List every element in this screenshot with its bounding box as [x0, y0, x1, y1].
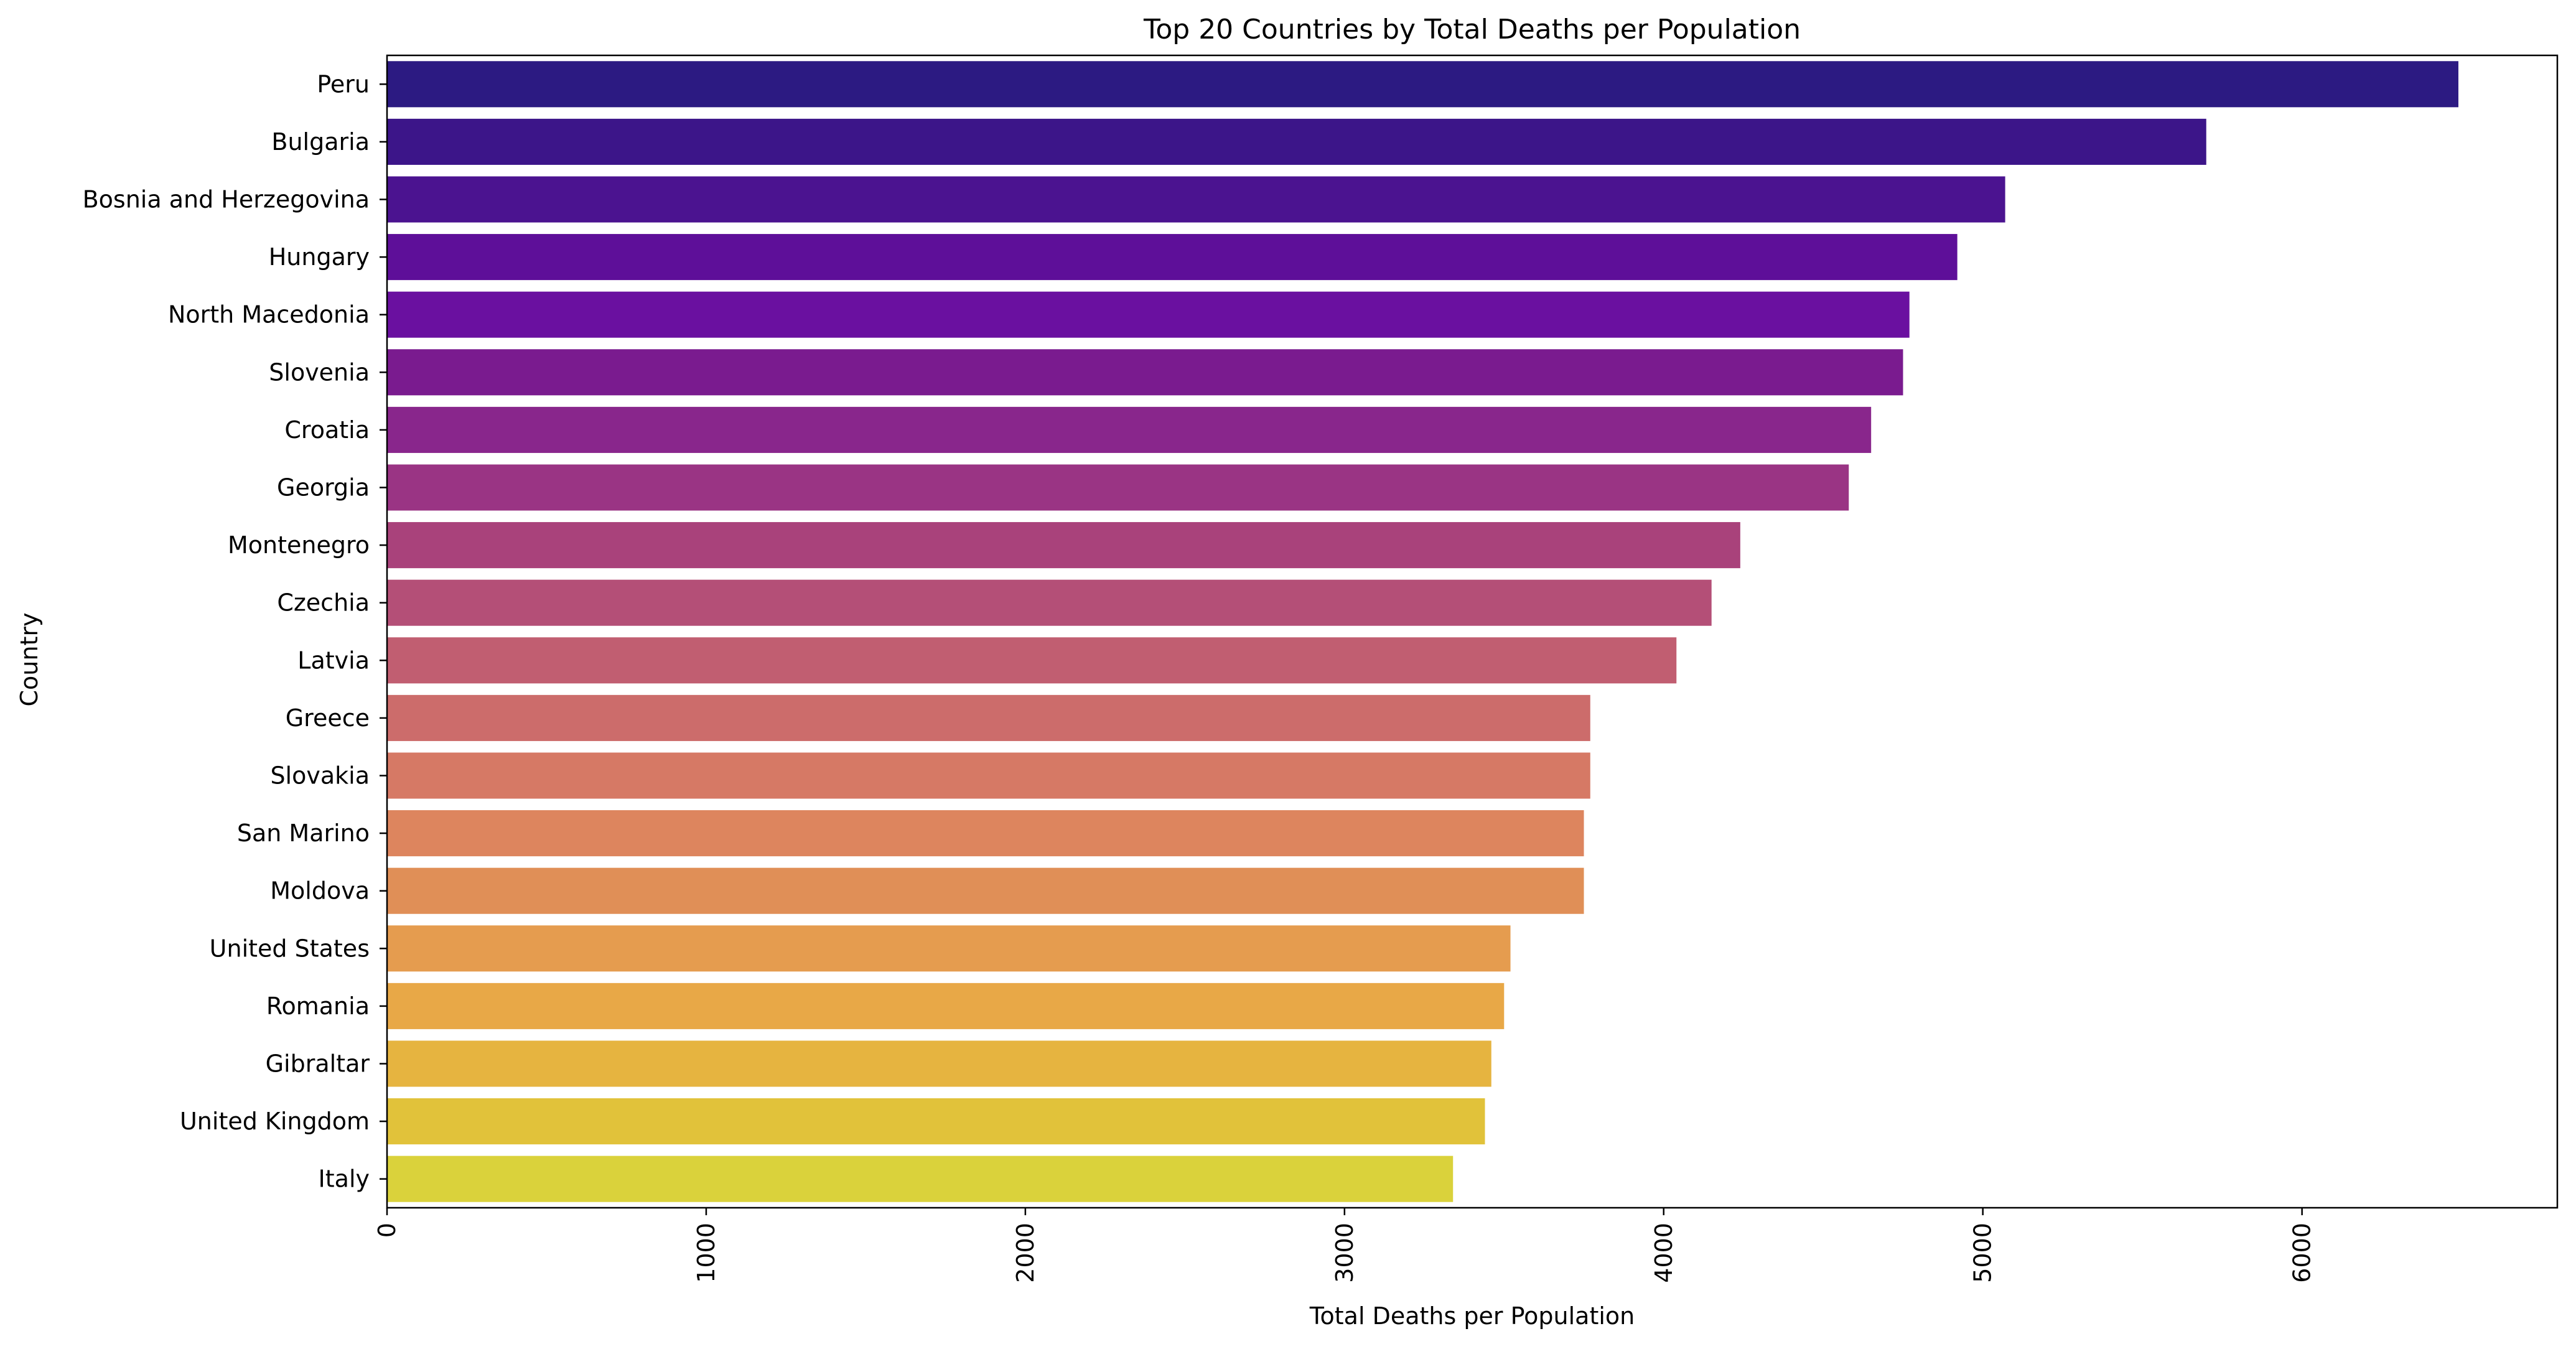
bar-greece	[387, 694, 1590, 741]
x-tick-label: 1000	[693, 1223, 720, 1283]
y-tick-label: Romania	[266, 992, 370, 1020]
bar-italy	[387, 1155, 1454, 1202]
y-tick-label: Croatia	[284, 416, 370, 444]
y-ticks-group: Peru Bulgaria Bosnia and Herzegovina Hungar…	[83, 70, 387, 1193]
y-tick-label: Gibraltar	[266, 1050, 370, 1078]
plot-frame	[386, 54, 2559, 1209]
y-axis-label: Country	[16, 613, 43, 707]
x-tick-label: 6000	[2289, 1223, 2316, 1283]
y-tick-label: North Macedonia	[168, 301, 370, 329]
bar-gibraltar	[387, 1040, 1491, 1087]
bar-bulgaria	[387, 118, 2206, 165]
bar-czechia	[387, 579, 1712, 626]
y-tick-label: United Kingdom	[180, 1108, 370, 1135]
bar-bosnia-and-herzegovina	[387, 176, 2005, 223]
y-tick-label: San Marino	[237, 819, 370, 847]
x-tick-label: 2000	[1012, 1223, 1039, 1283]
y-tick-label: Slovenia	[269, 358, 370, 386]
bar-slovakia	[387, 752, 1590, 799]
y-tick-label: Italy	[319, 1165, 370, 1193]
bar-georgia	[387, 464, 1849, 511]
y-tick-label: United States	[210, 935, 370, 962]
x-tick-label: 3000	[1331, 1223, 1358, 1283]
y-tick-label: Greece	[286, 704, 370, 732]
bar-romania	[387, 983, 1505, 1029]
x-tick-label: 4000	[1650, 1223, 1678, 1283]
chart-title: Top 20 Countries by Total Deaths per Pop…	[1143, 14, 1801, 45]
y-tick-label: Moldova	[270, 877, 370, 905]
bar-croatia	[387, 406, 1872, 453]
x-ticks-group: 0 1000 2000 3000 4000 5000 6000	[373, 1208, 2316, 1283]
y-tick-label: Hungary	[269, 243, 370, 271]
y-tick-label: Bosnia and Herzegovina	[83, 186, 370, 213]
bar-peru	[387, 61, 2458, 108]
x-axis-label: Total Deaths per Population	[1309, 1302, 1635, 1330]
y-tick-label: Montenegro	[228, 531, 370, 559]
bars-group	[387, 61, 2458, 1202]
bar-united-kingdom	[387, 1098, 1485, 1145]
bar-hungary	[387, 234, 1958, 281]
bar-montenegro	[387, 522, 1740, 569]
bar-united-states	[387, 925, 1511, 972]
x-tick-label: 5000	[1969, 1223, 1997, 1283]
bar-san-marino	[387, 810, 1584, 857]
bar-latvia	[387, 637, 1677, 684]
y-tick-label: Latvia	[297, 646, 370, 674]
y-tick-label: Georgia	[277, 474, 370, 502]
y-tick-label: Peru	[317, 70, 370, 98]
bar-slovenia	[387, 349, 1903, 396]
bar-north-macedonia	[387, 291, 1910, 338]
bar-moldova	[387, 867, 1584, 914]
y-tick-label: Bulgaria	[271, 128, 370, 156]
y-tick-label: Slovakia	[270, 762, 370, 790]
x-tick-label: 0	[373, 1223, 401, 1238]
y-tick-label: Czechia	[277, 589, 370, 617]
